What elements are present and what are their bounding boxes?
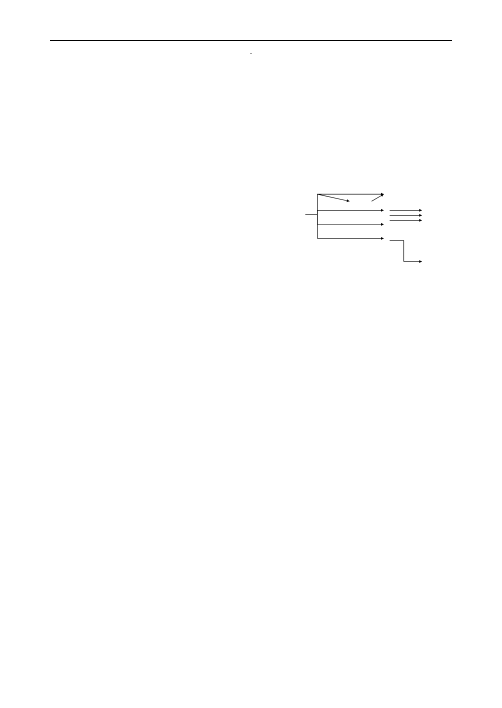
section-heading [50,116,452,132]
top-horizontal-rule [50,40,452,41]
header-dot: . [50,47,452,56]
simulink-diagram [50,150,452,321]
